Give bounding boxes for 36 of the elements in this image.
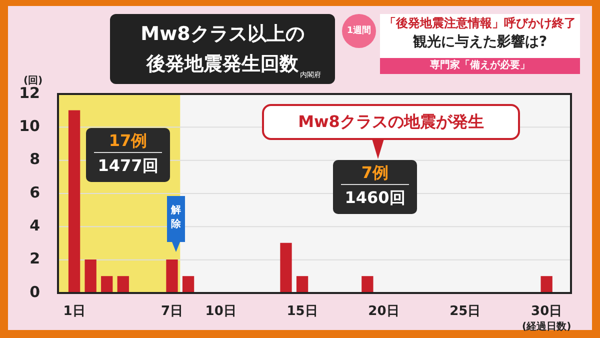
annotation: 1460回 [344, 187, 406, 209]
x-tick-label: 1日 [63, 304, 86, 320]
y-tick-label: 2 [30, 250, 40, 268]
y-tick-label: 6 [30, 183, 40, 202]
bar [296, 276, 308, 293]
bar [540, 276, 552, 293]
annotation: 1477回 [96, 155, 160, 177]
bar [101, 276, 113, 293]
bar [68, 110, 80, 293]
x-tick-label: 25日 [450, 304, 481, 320]
bar [166, 260, 178, 293]
x-tick-label: 30日 [531, 304, 562, 320]
caption-box: 17例 1477回 [86, 128, 170, 182]
annotation: 解除 [170, 204, 182, 232]
x-tick-label: 10日 [205, 304, 236, 320]
text: 「後発地震注意情報」呼びかけ終了 [383, 15, 577, 32]
y-tick-label: 4 [30, 216, 40, 235]
x-tick-label: 20日 [368, 304, 400, 320]
annotation: 17例 [94, 128, 162, 153]
bar [280, 242, 292, 293]
text: 専門家「備えが必要」 [380, 58, 580, 74]
text: 観光に与えた影響は? [412, 33, 548, 52]
y-tick-label: 8 [30, 150, 40, 168]
bar [362, 276, 374, 293]
x-tick-label: 7日 [160, 304, 184, 320]
annotation: Mw8クラスの地震が発生 [262, 104, 520, 140]
annotation: 7例 [341, 160, 409, 185]
bar [84, 260, 96, 293]
bar [117, 276, 129, 293]
caption-box: 7例 1460回 [333, 160, 417, 214]
text: 1週間 [342, 14, 376, 48]
y-tick-label: 10 [19, 117, 40, 136]
x-axis-title: (経過日数) [522, 320, 572, 333]
bar [182, 276, 194, 293]
x-tick-label: 15日 [286, 304, 318, 320]
y-tick-label: 0 [30, 282, 40, 301]
